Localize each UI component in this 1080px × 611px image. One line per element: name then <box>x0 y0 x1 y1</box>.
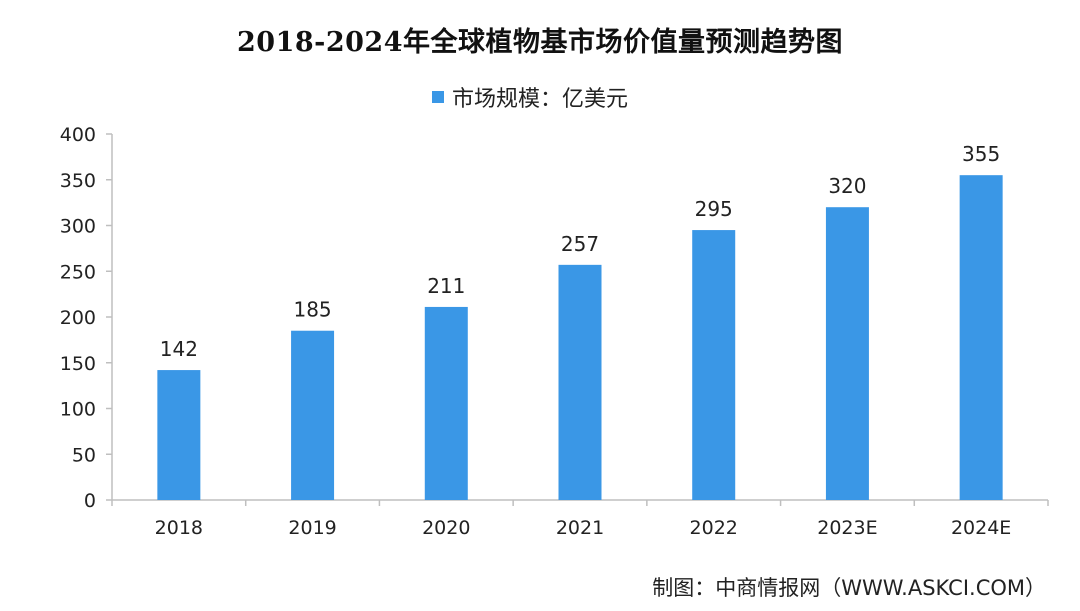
y-tick-label: 50 <box>72 444 96 466</box>
y-tick-label: 250 <box>60 261 96 283</box>
bar-2021 <box>558 264 602 500</box>
bar-2024E <box>959 175 1003 501</box>
x-tick-label: 2023E <box>817 517 877 539</box>
bar-2022 <box>692 230 736 500</box>
bar-2023E <box>825 207 869 500</box>
y-tick-label: 100 <box>60 399 96 421</box>
bar-2019 <box>291 330 335 500</box>
data-label: 257 <box>561 232 599 256</box>
data-label: 355 <box>962 142 1000 166</box>
data-label: 211 <box>427 274 465 298</box>
source-credit: 制图：中商情报网（WWW.ASKCI.COM） <box>652 576 1046 600</box>
chart-title: 2018-2024年全球植物基市场价值量预测趋势图 <box>237 27 843 58</box>
legend-label: 市场规模：亿美元 <box>452 87 629 112</box>
chart-legend: 市场规模：亿美元 <box>432 84 629 112</box>
x-tick-label: 2024E <box>951 517 1011 539</box>
y-tick-label: 150 <box>60 353 96 375</box>
data-label: 320 <box>828 174 866 198</box>
bar-2018 <box>157 370 201 500</box>
y-tick-label: 300 <box>60 216 96 238</box>
y-tick-label: 0 <box>84 490 96 512</box>
data-label: 295 <box>695 197 733 221</box>
data-label: 142 <box>160 337 198 361</box>
y-tick-label: 200 <box>60 307 96 329</box>
x-tick-label: 2021 <box>556 517 604 539</box>
y-tick-label: 400 <box>60 124 96 146</box>
x-tick-label: 2020 <box>422 517 470 539</box>
y-tick-label: 350 <box>60 170 96 192</box>
legend-swatch <box>432 91 444 103</box>
x-tick-label: 2022 <box>690 517 738 539</box>
x-tick-label: 2018 <box>155 517 203 539</box>
data-label: 185 <box>293 298 331 322</box>
x-tick-label: 2019 <box>288 517 336 539</box>
bar-2020 <box>424 306 468 500</box>
